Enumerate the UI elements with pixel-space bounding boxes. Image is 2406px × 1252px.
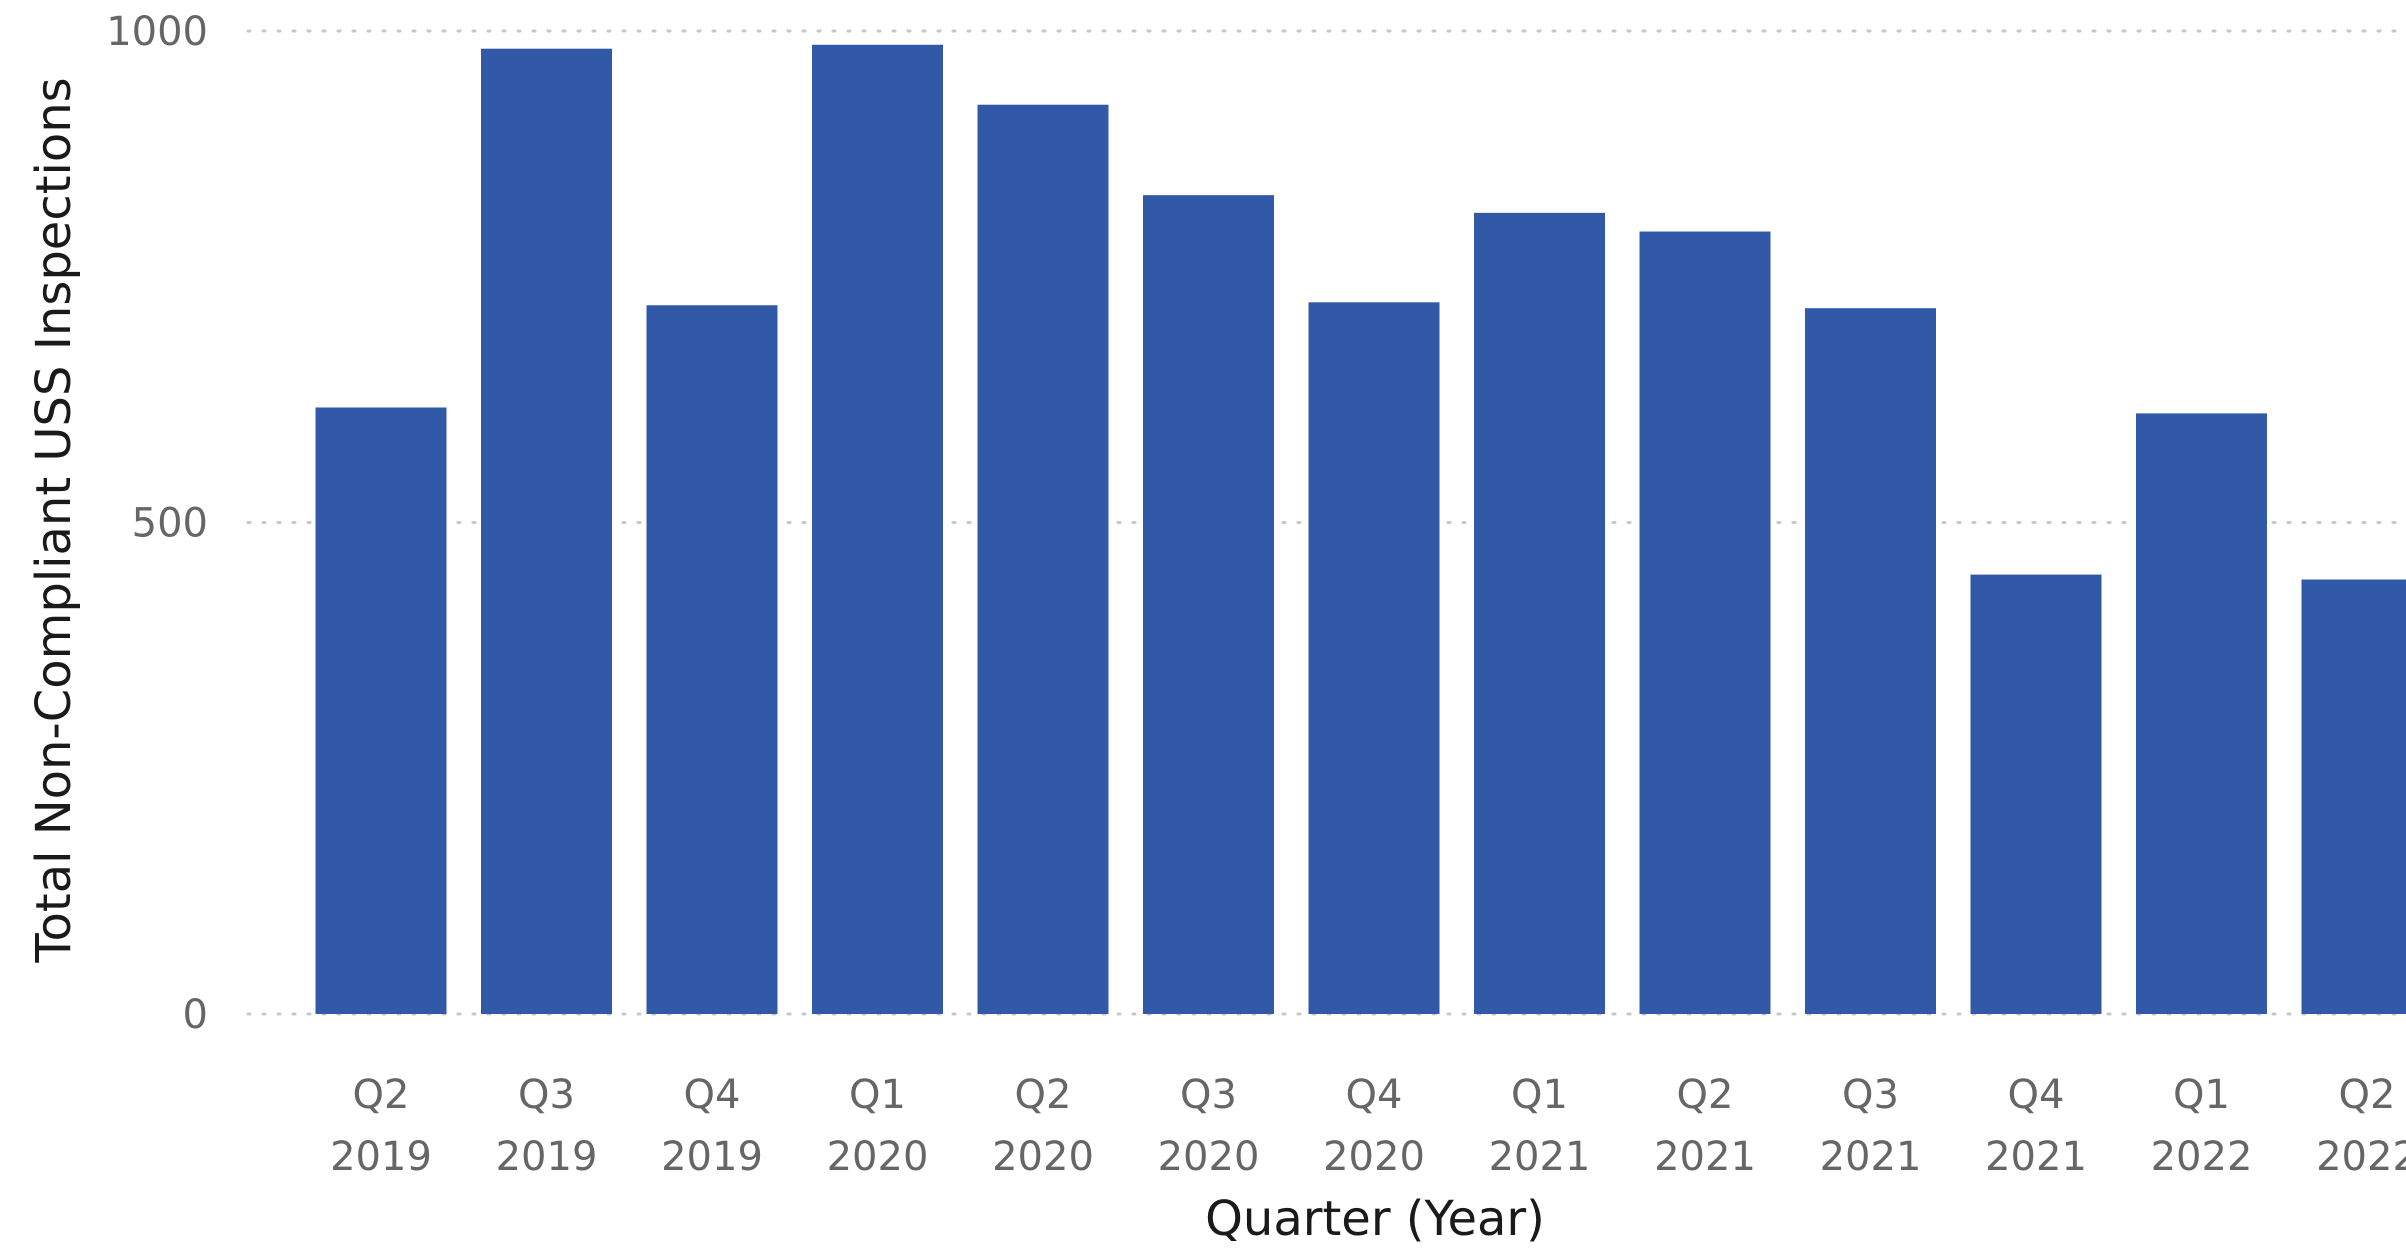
x-tick-year: 2019 (496, 1134, 598, 1180)
bar-q3-2020[interactable] (1143, 195, 1274, 1014)
bar-q4-2021[interactable] (1970, 574, 2102, 1014)
bar-q2-2022[interactable] (2301, 579, 2406, 1014)
bar-q4-2020[interactable] (1308, 302, 1440, 1015)
x-tick-year: 2021 (1489, 1134, 1591, 1180)
x-axis-ticks: Q2 2019 Q3 2019 Q4 2019 Q1 2020 Q2 2020 Q3 2020 Q4 20… (330, 1072, 2406, 1180)
x-tick-year: 2022 (2316, 1134, 2406, 1180)
bar-q2-2021[interactable] (1639, 231, 1771, 1015)
x-tick-quarter: Q4 (1346, 1072, 1403, 1118)
x-tick-quarter: Q4 (684, 1072, 741, 1118)
x-tick-year: 2020 (1323, 1134, 1425, 1180)
x-tick-quarter: Q1 (1511, 1072, 1568, 1118)
bar-q1-2022[interactable] (2136, 413, 2267, 1015)
x-tick-year: 2021 (1985, 1134, 2087, 1180)
x-tick-quarter: Q3 (1180, 1072, 1237, 1118)
x-tick-quarter: Q1 (849, 1072, 906, 1118)
bar-q3-2019[interactable] (481, 48, 612, 1015)
x-tick-quarter: Q3 (518, 1072, 575, 1118)
x-tick-year: 2020 (1158, 1134, 1260, 1180)
x-axis-title: Quarter (Year) (1205, 1191, 1545, 1247)
x-tick-year: 2020 (992, 1134, 1094, 1180)
x-tick-quarter: Q2 (2339, 1072, 2396, 1118)
x-tick-quarter: Q3 (1842, 1072, 1899, 1118)
bar-q4-2019[interactable] (646, 305, 778, 1015)
bar-q1-2020[interactable] (812, 44, 943, 1014)
y-axis-ticks: 0 500 1000 (106, 9, 208, 1038)
x-tick-quarter: Q2 (1677, 1072, 1734, 1118)
x-tick-quarter: Q2 (1015, 1072, 1072, 1118)
x-tick-year: 2019 (661, 1134, 763, 1180)
x-tick-year: 2020 (827, 1134, 929, 1180)
bar-q2-2019[interactable] (315, 407, 447, 1014)
y-tick-label: 1000 (106, 9, 208, 55)
bar-q1-2021[interactable] (1474, 212, 1605, 1015)
x-tick-quarter: Q2 (353, 1072, 410, 1118)
x-tick-year: 2021 (1820, 1134, 1922, 1180)
x-tick-year: 2021 (1654, 1134, 1756, 1180)
y-tick-label: 500 (132, 501, 208, 547)
bar-q2-2020[interactable] (977, 104, 1109, 1015)
x-tick-year: 2022 (2151, 1134, 2253, 1180)
y-axis-title: Total Non-Compliant USS Inspections (26, 77, 82, 963)
bar-q3-2021[interactable] (1805, 308, 1936, 1014)
x-tick-year: 2019 (330, 1134, 432, 1180)
x-tick-quarter: Q1 (2173, 1072, 2230, 1118)
x-tick-quarter: Q4 (2008, 1072, 2065, 1118)
y-tick-label: 0 (183, 992, 208, 1038)
bars (315, 44, 2406, 1015)
